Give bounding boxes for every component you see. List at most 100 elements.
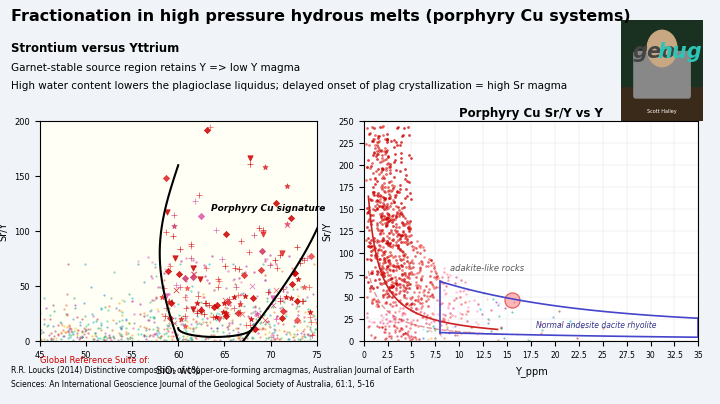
Point [305,318,316,324]
Point [390,151,401,158]
Point [382,268,393,275]
Point [193,320,204,326]
Point [393,290,405,296]
Point [424,279,436,285]
Point [60,311,71,318]
Point [233,307,245,314]
Point [408,246,419,252]
Point [414,283,426,289]
Point [255,319,266,325]
Point [390,238,401,245]
Point [576,324,588,330]
Point [394,207,405,214]
Point [98,337,109,343]
Text: Global Reference Suite of:: Global Reference Suite of: [40,356,149,365]
Point [387,241,399,248]
Point [369,252,381,258]
Point [160,304,171,311]
Point [369,319,380,325]
X-axis label: SiO₂ wt%: SiO₂ wt% [156,366,200,376]
Point [236,335,248,341]
Point [302,330,313,337]
Point [53,322,64,328]
Point [161,175,172,181]
Point [34,310,45,317]
Point [259,256,271,263]
Point [61,310,73,317]
Point [259,330,271,337]
Point [413,243,425,249]
Point [188,326,199,332]
Point [377,158,388,164]
Point [292,336,304,342]
Point [380,206,392,213]
Point [45,316,56,322]
Point [381,136,392,143]
Point [233,335,245,341]
Point [363,324,374,330]
Point [233,335,245,341]
Point [120,317,131,323]
Point [427,316,438,323]
Point [389,262,400,269]
Point [389,191,400,198]
Point [123,319,135,326]
Point [433,318,445,325]
Point [451,274,462,280]
Point [269,327,281,334]
Point [397,331,409,337]
Point [408,244,420,250]
Point [102,307,114,314]
Point [424,314,436,320]
Point [365,163,377,169]
Point [390,281,402,288]
Point [390,263,402,269]
Point [383,194,395,201]
Point [372,239,383,246]
Point [391,280,402,287]
Point [123,320,135,326]
Point [187,328,199,335]
Point [401,274,413,280]
Point [264,261,276,268]
Point [200,299,212,306]
Point [380,335,392,341]
Point [381,146,392,153]
Point [386,229,397,236]
Point [398,222,410,228]
Point [259,164,271,171]
Point [281,183,292,189]
Point [376,202,387,209]
Point [250,326,261,332]
Point [186,306,198,312]
Point [402,253,413,260]
Point [64,324,76,331]
Point [431,269,442,276]
Point [402,330,413,336]
Point [158,337,169,343]
Point [395,247,406,253]
Point [446,311,457,318]
Point [45,337,56,344]
Point [175,318,186,324]
Point [486,328,498,335]
Point [428,310,439,317]
Point [369,131,381,138]
Point [91,318,102,324]
Point [67,337,78,343]
Point [431,273,443,280]
Point [456,310,468,317]
Point [58,323,70,330]
Point [395,235,406,242]
Point [175,316,186,322]
Point [122,335,133,342]
Point [132,261,144,267]
Point [384,259,395,266]
Point [174,284,185,290]
Text: Scott Halley: Scott Halley [647,109,677,114]
Point [270,287,282,293]
Point [435,322,446,328]
Point [597,324,608,331]
Point [103,303,114,309]
Point [377,200,388,206]
